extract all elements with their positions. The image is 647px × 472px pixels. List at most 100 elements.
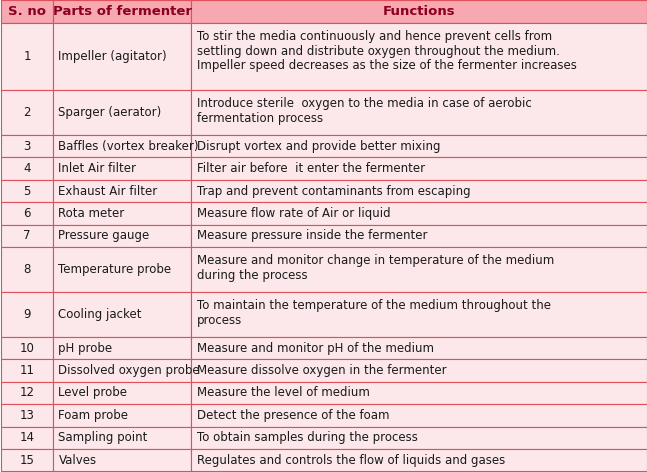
Text: Measure and monitor pH of the medium: Measure and monitor pH of the medium [197, 342, 434, 354]
Bar [1, 337, 54, 359]
Text: Temperature probe: Temperature probe [58, 263, 171, 276]
Bar [1, 449, 54, 472]
Bar [191, 359, 646, 382]
Text: Measure and monitor change in temperature of the medium: Measure and monitor change in temperatur… [197, 254, 554, 267]
Bar [1, 158, 54, 180]
Bar [191, 449, 646, 472]
Text: 14: 14 [19, 431, 34, 444]
Bar [191, 158, 646, 180]
Bar [54, 90, 191, 135]
Bar [191, 337, 646, 359]
Bar [54, 247, 191, 292]
Text: Inlet Air filter: Inlet Air filter [58, 162, 137, 175]
Text: Disrupt vortex and provide better mixing: Disrupt vortex and provide better mixing [197, 140, 441, 153]
Text: Trap and prevent contaminants from escaping: Trap and prevent contaminants from escap… [197, 185, 471, 198]
Text: 11: 11 [19, 364, 34, 377]
Bar [54, 135, 191, 158]
Text: process: process [197, 314, 243, 327]
Bar [54, 0, 191, 23]
Bar [54, 427, 191, 449]
Bar [1, 404, 54, 427]
Bar [1, 23, 54, 90]
Text: Sampling point: Sampling point [58, 431, 148, 444]
Text: 1: 1 [23, 50, 31, 63]
Text: settling down and distribute oxygen throughout the medium.: settling down and distribute oxygen thro… [197, 44, 560, 58]
Text: Baffles (vortex breaker): Baffles (vortex breaker) [58, 140, 199, 153]
Bar [191, 292, 646, 337]
Text: Functions: Functions [382, 5, 455, 18]
Bar [191, 382, 646, 404]
Text: Exhaust Air filter: Exhaust Air filter [58, 185, 158, 198]
Text: 3: 3 [23, 140, 30, 153]
Bar [54, 404, 191, 427]
Bar [1, 0, 54, 23]
Text: Filter air before  it enter the fermenter: Filter air before it enter the fermenter [197, 162, 425, 175]
Text: 10: 10 [19, 342, 34, 354]
Bar [54, 225, 191, 247]
Bar [54, 23, 191, 90]
Bar [1, 359, 54, 382]
Bar [1, 90, 54, 135]
Bar [1, 382, 54, 404]
Text: fermentation process: fermentation process [197, 112, 324, 125]
Text: Rota meter: Rota meter [58, 207, 125, 220]
Text: Valves: Valves [58, 454, 96, 467]
Bar [54, 359, 191, 382]
Text: 7: 7 [23, 229, 31, 243]
Bar [191, 90, 646, 135]
Text: Measure flow rate of Air or liquid: Measure flow rate of Air or liquid [197, 207, 391, 220]
Text: Dissolved oxygen probe: Dissolved oxygen probe [58, 364, 200, 377]
Text: 13: 13 [19, 409, 34, 422]
Text: Impeller (agitator): Impeller (agitator) [58, 50, 167, 63]
Text: Foam probe: Foam probe [58, 409, 129, 422]
Bar [1, 225, 54, 247]
Text: 2: 2 [23, 106, 31, 119]
Bar [1, 180, 54, 202]
Text: 5: 5 [23, 185, 30, 198]
Text: 12: 12 [19, 387, 34, 399]
Bar [191, 23, 646, 90]
Bar [191, 404, 646, 427]
Bar [191, 180, 646, 202]
Bar [54, 180, 191, 202]
Bar [191, 427, 646, 449]
Text: 15: 15 [19, 454, 34, 467]
Bar [54, 337, 191, 359]
Bar [191, 247, 646, 292]
Bar [1, 202, 54, 225]
Text: To stir the media continuously and hence prevent cells from: To stir the media continuously and hence… [197, 30, 552, 43]
Text: 9: 9 [23, 308, 31, 321]
Bar [1, 135, 54, 158]
Text: Measure pressure inside the fermenter: Measure pressure inside the fermenter [197, 229, 428, 243]
Bar [54, 382, 191, 404]
Text: Regulates and controls the flow of liquids and gases: Regulates and controls the flow of liqui… [197, 454, 505, 467]
Bar [54, 449, 191, 472]
Bar [1, 427, 54, 449]
Bar [1, 247, 54, 292]
Text: Pressure gauge: Pressure gauge [58, 229, 149, 243]
Text: Sparger (aerator): Sparger (aerator) [58, 106, 162, 119]
Bar [191, 202, 646, 225]
Text: Measure the level of medium: Measure the level of medium [197, 387, 370, 399]
Text: Cooling jacket: Cooling jacket [58, 308, 142, 321]
Bar [54, 292, 191, 337]
Text: Introduce sterile  oxygen to the media in case of aerobic: Introduce sterile oxygen to the media in… [197, 97, 532, 110]
Bar [54, 202, 191, 225]
Text: To obtain samples during the process: To obtain samples during the process [197, 431, 418, 444]
Text: 8: 8 [23, 263, 30, 276]
Text: 4: 4 [23, 162, 31, 175]
Bar [191, 225, 646, 247]
Bar [191, 0, 646, 23]
Bar [191, 135, 646, 158]
Text: Parts of fermenter: Parts of fermenter [53, 5, 192, 18]
Text: To maintain the temperature of the medium throughout the: To maintain the temperature of the mediu… [197, 299, 551, 312]
Text: pH probe: pH probe [58, 342, 113, 354]
Text: during the process: during the process [197, 269, 308, 282]
Text: 6: 6 [23, 207, 31, 220]
Bar [1, 292, 54, 337]
Text: Detect the presence of the foam: Detect the presence of the foam [197, 409, 389, 422]
Text: Impeller speed decreases as the size of the fermenter increases: Impeller speed decreases as the size of … [197, 59, 577, 72]
Text: S. no: S. no [8, 5, 46, 18]
Bar [54, 158, 191, 180]
Text: Measure dissolve oxygen in the fermenter: Measure dissolve oxygen in the fermenter [197, 364, 446, 377]
